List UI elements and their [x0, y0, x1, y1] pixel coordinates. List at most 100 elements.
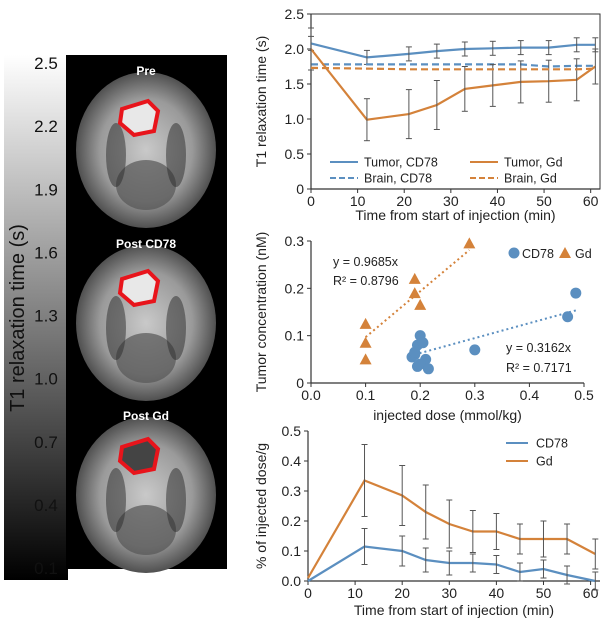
gd-fit-equation: y = 0.9685x	[333, 255, 399, 269]
y-tick-label: 1.0	[285, 111, 305, 127]
tumor-roi-outline	[117, 268, 161, 308]
legend-label: Gd	[536, 455, 553, 469]
ventricle	[166, 296, 186, 360]
y-tick-label: 0.3	[282, 483, 302, 499]
series-line	[307, 545, 596, 583]
x-tick-label: 0	[304, 585, 312, 601]
data-point	[408, 287, 421, 299]
ventricle	[106, 468, 126, 532]
x-tick-label: 0.5	[574, 387, 594, 403]
series-line	[310, 48, 596, 121]
mri-panel: Post CD78	[76, 237, 216, 401]
colorbar-tick-label: 2.5	[34, 54, 58, 73]
data-point	[463, 237, 476, 249]
x-tick-label: 20	[396, 193, 412, 209]
legend-swatch	[559, 247, 571, 258]
colorbar-gradient	[4, 55, 68, 580]
x-tick-label: 10	[350, 193, 366, 209]
trendline	[414, 308, 579, 356]
colorbar-tick-label: 2.2	[34, 117, 58, 136]
data-point	[409, 346, 421, 358]
data-point	[359, 336, 372, 348]
y-tick-label: 0.1	[282, 543, 302, 559]
legend-label: Brain, Gd	[504, 172, 557, 186]
x-tick-label: 0.0	[301, 387, 321, 403]
brain-slice	[76, 245, 216, 401]
y-axis-label: Tumor concentration (nM)	[253, 232, 269, 393]
y-tick-label: 0.3	[285, 233, 305, 249]
ventricle	[106, 123, 126, 187]
x-tick-label: 0.1	[356, 387, 376, 403]
data-point	[359, 353, 372, 365]
series-line	[310, 42, 596, 59]
injected-dose-chart: 0 10 20 30 40 50 60 0.0 0.1 0.2 0.3 0.4 0.5 Time from…	[253, 423, 600, 618]
data-point	[570, 287, 582, 299]
ventricle	[106, 296, 126, 360]
y-axis-label: % of injected dose/g	[253, 443, 269, 569]
x-tick-label: 30	[442, 585, 458, 601]
y-tick-label: 0.4	[282, 453, 302, 469]
cd78-fit-r2: R² = 0.7171	[506, 361, 572, 375]
tumor-roi-outline	[117, 436, 161, 476]
data-point	[414, 358, 426, 370]
x-axis-label: Time from start of injection (min)	[355, 207, 555, 223]
tumor-roi-outline	[117, 98, 161, 138]
x-tick-label: 10	[347, 585, 363, 601]
x-tick-label: 50	[536, 193, 552, 209]
mri-panels: Pre Post CD78 Post Gd	[66, 55, 227, 573]
data-point	[408, 272, 421, 284]
mri-panel-label: Post CD78	[116, 237, 176, 251]
mri-panel-label: Pre	[136, 64, 156, 78]
x-tick-label: 30	[443, 193, 459, 209]
x-tick-label: 40	[490, 193, 506, 209]
colorbar: T1 relaxation time (s) 2.5 2.2 1.9 1.6 1.3 1.…	[4, 54, 68, 580]
legend-label: Gd	[575, 247, 592, 261]
data-point	[417, 337, 429, 349]
y-axis-label: T1 relaxation time (s)	[253, 36, 269, 167]
y-tick-label: 0.2	[282, 513, 302, 529]
legend-label: CD78	[522, 247, 554, 261]
colorbar-title: T1 relaxation time (s)	[7, 224, 29, 412]
x-tick-label: 0.2	[410, 387, 430, 403]
legend-label: Brain, CD78	[364, 172, 432, 186]
x-tick-label: 0.3	[465, 387, 485, 403]
y-tick-label: 0.1	[285, 328, 305, 344]
y-tick-label: 0	[296, 375, 304, 391]
x-tick-label: 60	[583, 193, 599, 209]
y-tick-label: 0.2	[285, 280, 305, 296]
colorbar-tick-label: 1.0	[34, 370, 58, 389]
series-line	[311, 63, 596, 68]
y-tick-label: 0.5	[282, 423, 302, 439]
mri-panel-label: Post Gd	[123, 409, 169, 423]
colorbar-tick-label: 1.6	[34, 243, 58, 262]
x-tick-label: 0	[307, 193, 315, 209]
brain-slice	[76, 72, 216, 228]
data-point	[414, 298, 427, 310]
y-tick-label: 0.5	[285, 146, 305, 162]
data-point	[422, 363, 434, 375]
legend-label: CD78	[536, 437, 568, 451]
x-tick-label: 40	[489, 585, 505, 601]
x-tick-label: 0.4	[520, 387, 540, 403]
y-tick-label: 2.0	[285, 41, 305, 57]
y-tick-label: 0	[296, 181, 304, 197]
ventricle	[166, 468, 186, 532]
legend-swatch	[508, 247, 520, 259]
y-tick-label: 0.0	[282, 573, 302, 589]
x-axis-label: injected dose (mmol/kg)	[373, 407, 522, 423]
x-tick-label: 50	[536, 585, 552, 601]
data-point	[562, 311, 574, 323]
mri-panel: Post Gd	[76, 409, 216, 573]
cd78-fit-equation: y = 0.3162x	[506, 341, 572, 355]
y-tick-label: 2.5	[285, 6, 305, 22]
x-tick-label: 20	[394, 585, 410, 601]
data-point	[469, 344, 481, 356]
brain-inner	[116, 505, 176, 555]
t1-time-chart: 0 10 20 30 40 50 60 0 0.5 1.0 1.5 2.0 2.5 Time from s…	[253, 6, 601, 223]
ventricle	[166, 123, 186, 187]
colorbar-tick-label: 0.1	[34, 559, 58, 578]
colorbar-tick-label: 1.9	[34, 180, 58, 199]
y-tick-label: 1.5	[285, 76, 305, 92]
brain-slice	[76, 417, 216, 573]
